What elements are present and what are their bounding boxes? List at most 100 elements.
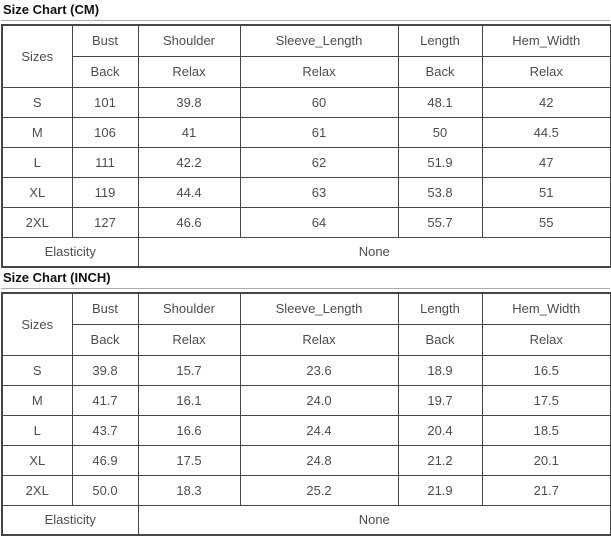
header-length: Length <box>397 24 483 57</box>
table-cell: 21.9 <box>397 474 483 506</box>
table-cell: 47 <box>481 146 611 178</box>
table-cell: 39.8 <box>71 354 139 386</box>
header-bust: Bust <box>71 24 139 57</box>
table-row: Sizes Bust Shoulder Sleeve_Length Length… <box>1 24 611 88</box>
header-hem-width-sub: Relax <box>481 323 611 356</box>
header-sleeve-length: Sleeve_Length <box>239 292 399 325</box>
table-row: Elasticity None <box>1 236 611 268</box>
table-cell: 60 <box>239 86 399 118</box>
header-shoulder: Shoulder <box>137 24 241 57</box>
header-hem-width-sub: Relax <box>481 55 611 88</box>
size-label: M <box>1 116 73 148</box>
table-cell: 21.2 <box>397 444 483 476</box>
header-sleeve-length-sub: Relax <box>239 55 399 88</box>
elasticity-label: Elasticity <box>1 236 139 268</box>
size-chart-inch-title: Size Chart (INCH) <box>1 270 610 289</box>
table-cell: 63 <box>239 176 399 208</box>
size-label: XL <box>1 444 73 476</box>
elasticity-value: None <box>137 504 611 536</box>
elasticity-label: Elasticity <box>1 504 139 536</box>
table-row: XL 119 44.4 63 53.8 51 <box>1 176 611 208</box>
table-cell: 39.8 <box>137 86 241 118</box>
table-cell: 43.7 <box>71 414 139 446</box>
table-row: 2XL 50.0 18.3 25.2 21.9 21.7 <box>1 474 611 506</box>
table-row: Back Relax Relax Back Relax <box>2 323 611 356</box>
table-row: L 111 42.2 62 51.9 47 <box>1 146 611 178</box>
elasticity-value: None <box>137 236 611 268</box>
header-bust: Bust <box>71 292 139 325</box>
size-label: S <box>1 86 73 118</box>
table-cell: 16.5 <box>481 354 611 386</box>
table-cell: 21.7 <box>481 474 611 506</box>
table-cell: 64 <box>239 206 399 238</box>
size-label: L <box>1 414 73 446</box>
header-shoulder-sub: Relax <box>137 55 241 88</box>
table-cell: 17.5 <box>481 384 611 416</box>
table-cell: 119 <box>71 176 139 208</box>
size-label: S <box>1 354 73 386</box>
table-cell: 20.1 <box>481 444 611 476</box>
table-cell: 50 <box>397 116 483 148</box>
table-cell: 51.9 <box>397 146 483 178</box>
table-row: Back Relax Relax Back Relax <box>2 55 611 88</box>
table-cell: 19.7 <box>397 384 483 416</box>
size-label: L <box>1 146 73 178</box>
table-cell: 44.5 <box>481 116 611 148</box>
table-cell: 62 <box>239 146 399 178</box>
table-cell: 24.8 <box>239 444 399 476</box>
table-row: Sizes Bust Shoulder Sleeve_Length Length… <box>1 292 611 356</box>
table-row: L 43.7 16.6 24.4 20.4 18.5 <box>1 414 611 446</box>
header-length: Length <box>397 292 483 325</box>
table-cell: 17.5 <box>137 444 241 476</box>
table-row: M 106 41 61 50 44.5 <box>1 116 611 148</box>
size-chart-cm-title: Size Chart (CM) <box>1 2 610 21</box>
table-cell: 20.4 <box>397 414 483 446</box>
table-cell: 15.7 <box>137 354 241 386</box>
size-label: 2XL <box>1 206 73 238</box>
table-cell: 16.6 <box>137 414 241 446</box>
table-row: 2XL 127 46.6 64 55.7 55 <box>1 206 611 238</box>
table-row: Elasticity None <box>1 504 611 536</box>
table-cell: 61 <box>239 116 399 148</box>
table-row: S 101 39.8 60 48.1 42 <box>1 86 611 118</box>
table-cell: 111 <box>71 146 139 178</box>
header-shoulder-sub: Relax <box>137 323 241 356</box>
table-cell: 16.1 <box>137 384 241 416</box>
table-row: XL 46.9 17.5 24.8 21.2 20.1 <box>1 444 611 476</box>
table-cell: 18.9 <box>397 354 483 386</box>
table-cell: 53.8 <box>397 176 483 208</box>
header-length-sub: Back <box>397 55 483 88</box>
table-cell: 25.2 <box>239 474 399 506</box>
table-cell: 46.6 <box>137 206 241 238</box>
table-cell: 127 <box>71 206 139 238</box>
table-row: M 41.7 16.1 24.0 19.7 17.5 <box>1 384 611 416</box>
table-cell: 51 <box>481 176 611 208</box>
table-cell: 50.0 <box>71 474 139 506</box>
header-sizes: Sizes <box>1 24 73 88</box>
header-shoulder: Shoulder <box>137 292 241 325</box>
table-cell: 55.7 <box>397 206 483 238</box>
header-hem-width: Hem_Width <box>481 24 611 57</box>
size-chart-page: Size Chart (CM) Sizes Bust Shoulder Slee… <box>1 2 611 536</box>
header-hem-width: Hem_Width <box>481 292 611 325</box>
header-length-sub: Back <box>397 323 483 356</box>
table-cell: 48.1 <box>397 86 483 118</box>
table-cell: 46.9 <box>71 444 139 476</box>
table-cell: 18.3 <box>137 474 241 506</box>
table-cell: 42.2 <box>137 146 241 178</box>
table-row: S 39.8 15.7 23.6 18.9 16.5 <box>1 354 611 386</box>
table-cell: 101 <box>71 86 139 118</box>
table-cell: 18.5 <box>481 414 611 446</box>
table-cell: 23.6 <box>239 354 399 386</box>
size-label: 2XL <box>1 474 73 506</box>
size-chart-inch-table: Sizes Bust Shoulder Sleeve_Length Length… <box>1 292 611 536</box>
table-cell: 41.7 <box>71 384 139 416</box>
table-cell: 24.0 <box>239 384 399 416</box>
header-sleeve-length: Sleeve_Length <box>239 24 399 57</box>
table-cell: 106 <box>71 116 139 148</box>
header-sleeve-length-sub: Relax <box>239 323 399 356</box>
table-cell: 55 <box>481 206 611 238</box>
header-sizes: Sizes <box>1 292 73 356</box>
size-label: M <box>1 384 73 416</box>
header-bust-sub: Back <box>71 323 139 356</box>
